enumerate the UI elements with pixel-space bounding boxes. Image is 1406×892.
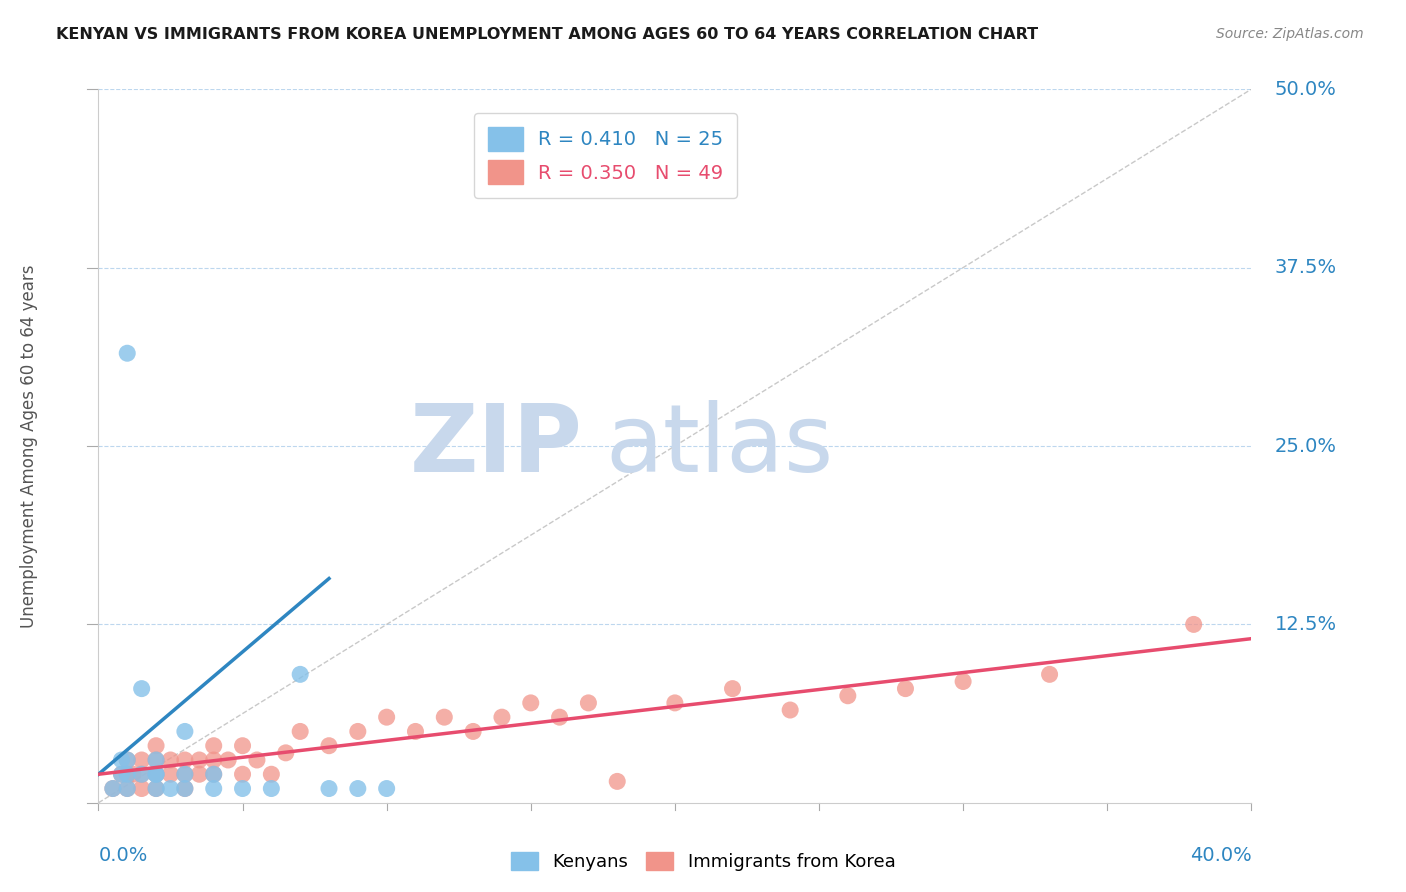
Text: 40.0%: 40.0% [1189, 846, 1251, 864]
Point [122, 767, 145, 781]
Point [405, 724, 427, 739]
Text: 25.0%: 25.0% [1274, 436, 1336, 456]
Point [375, 710, 398, 724]
Point [1038, 667, 1062, 681]
Text: 0.0%: 0.0% [98, 846, 148, 864]
Point [260, 767, 283, 781]
Point [217, 753, 239, 767]
Point [131, 767, 153, 781]
Text: 12.5%: 12.5% [1274, 615, 1337, 634]
Point [159, 767, 181, 781]
Text: KENYAN VS IMMIGRANTS FROM KOREA UNEMPLOYMENT AMONG AGES 60 TO 64 YEARS CORRELATI: KENYAN VS IMMIGRANTS FROM KOREA UNEMPLOY… [56, 27, 1039, 42]
Point [260, 781, 283, 796]
Point [131, 753, 153, 767]
Point [202, 739, 225, 753]
Point [606, 774, 628, 789]
Point [837, 689, 859, 703]
Point [491, 710, 513, 724]
Point [117, 767, 138, 781]
Text: 50.0%: 50.0% [1274, 79, 1336, 99]
Point [131, 781, 153, 796]
Point [145, 739, 167, 753]
Point [548, 710, 571, 724]
Text: Source: ZipAtlas.com: Source: ZipAtlas.com [1216, 27, 1364, 41]
Point [202, 767, 225, 781]
Point [231, 767, 254, 781]
Point [110, 767, 132, 781]
Point [174, 724, 197, 739]
Point [318, 739, 340, 753]
Point [117, 346, 138, 360]
Point [202, 753, 225, 767]
Point [894, 681, 917, 696]
Point [1182, 617, 1205, 632]
Point [290, 724, 312, 739]
Point [117, 753, 138, 767]
Point [145, 781, 167, 796]
Point [188, 767, 211, 781]
Point [520, 696, 543, 710]
Point [145, 753, 167, 767]
Point [117, 781, 138, 796]
Point [952, 674, 974, 689]
Point [117, 767, 138, 781]
Point [145, 767, 167, 781]
Point [318, 781, 340, 796]
Point [174, 767, 197, 781]
Point [145, 753, 167, 767]
Point [174, 781, 197, 796]
Point [290, 667, 312, 681]
Legend: Kenyans, Immigrants from Korea: Kenyans, Immigrants from Korea [503, 845, 903, 879]
Point [578, 696, 600, 710]
Point [721, 681, 744, 696]
Point [202, 781, 225, 796]
Point [231, 739, 254, 753]
Text: atlas: atlas [606, 400, 834, 492]
Point [145, 767, 167, 781]
Text: Unemployment Among Ages 60 to 64 years: Unemployment Among Ages 60 to 64 years [20, 264, 38, 628]
Point [110, 767, 132, 781]
Point [346, 781, 368, 796]
Point [346, 724, 368, 739]
Point [174, 753, 197, 767]
Point [101, 781, 124, 796]
Text: ZIP: ZIP [409, 400, 582, 492]
Point [231, 781, 254, 796]
Point [131, 767, 153, 781]
Point [779, 703, 801, 717]
Point [117, 753, 138, 767]
Point [375, 781, 398, 796]
Point [461, 724, 484, 739]
Point [433, 710, 456, 724]
Point [174, 767, 197, 781]
Point [664, 696, 686, 710]
Point [202, 767, 225, 781]
Point [174, 781, 197, 796]
Point [117, 781, 138, 796]
Point [274, 746, 297, 760]
Point [188, 753, 211, 767]
Point [101, 781, 124, 796]
Legend: R = 0.410   N = 25, R = 0.350   N = 49: R = 0.410 N = 25, R = 0.350 N = 49 [474, 113, 737, 198]
Point [145, 781, 167, 796]
Point [145, 767, 167, 781]
Point [131, 681, 153, 696]
Text: 37.5%: 37.5% [1274, 258, 1337, 277]
Point [159, 781, 181, 796]
Point [246, 753, 269, 767]
Point [110, 753, 132, 767]
Point [159, 753, 181, 767]
